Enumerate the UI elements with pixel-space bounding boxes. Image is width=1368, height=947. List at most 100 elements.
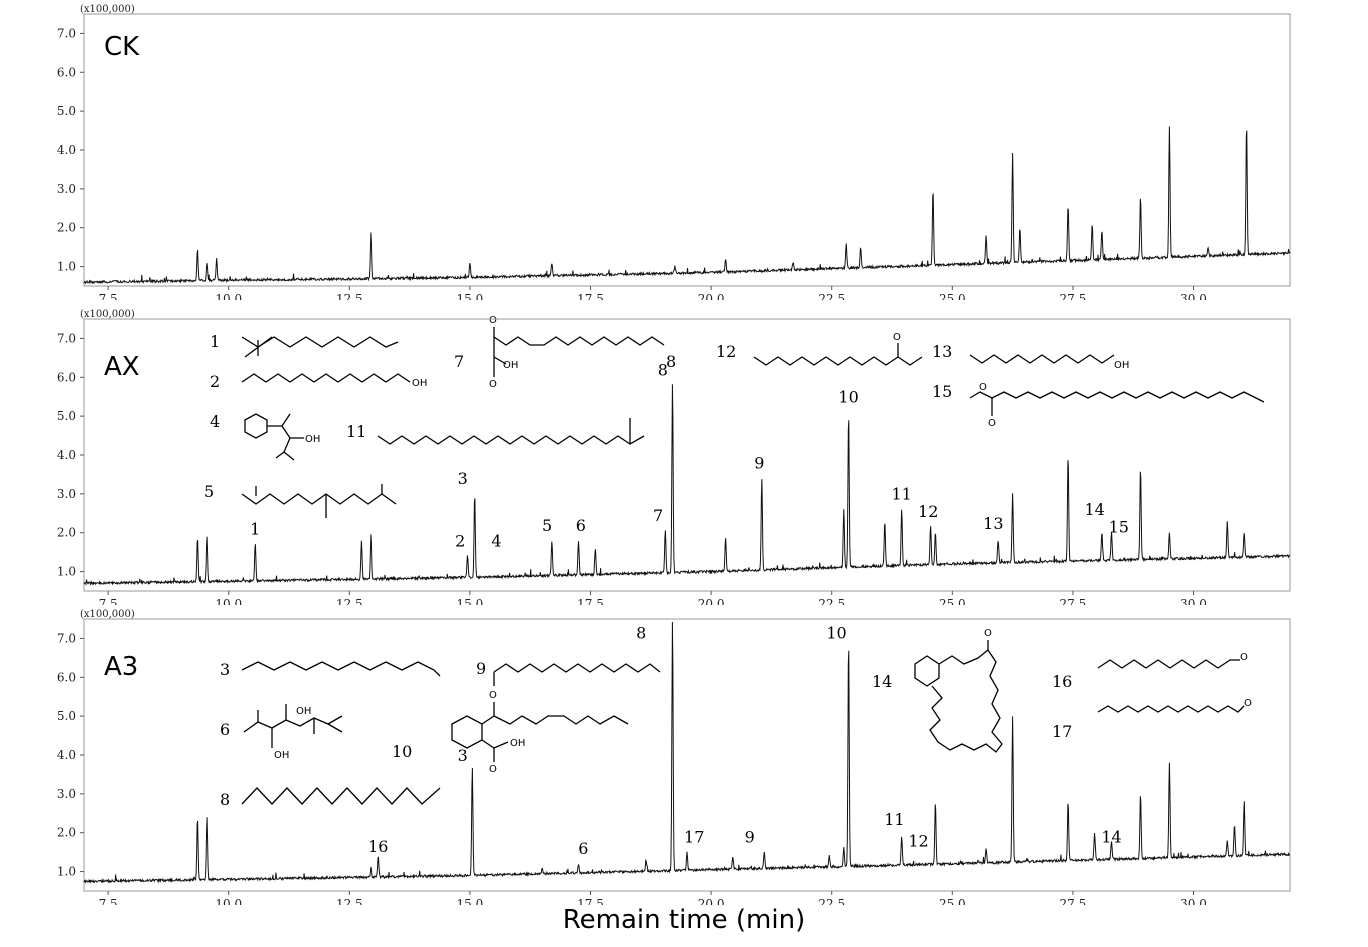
structure-9 xyxy=(493,663,661,686)
x-tick-label: 15.0 xyxy=(457,897,484,905)
hydroxyl-label: OH xyxy=(296,706,311,717)
x-tick-label: 15.0 xyxy=(457,597,484,605)
structure-number: 6 xyxy=(220,720,230,739)
structure-6: OH OH xyxy=(243,704,343,761)
peak-label: 1 xyxy=(250,520,260,539)
structure-number: 15 xyxy=(932,382,952,401)
structure-number: 4 xyxy=(210,412,220,431)
structure-7: O OH O xyxy=(489,315,665,390)
y-tick-label: 4.0 xyxy=(57,143,76,157)
y-tick-label: 2.0 xyxy=(57,221,76,235)
panel-a3-plot: OH OH O OH O xyxy=(57,609,1291,905)
x-tick-label: 27.5 xyxy=(1060,292,1087,300)
peak-label: 11 xyxy=(884,810,904,829)
panel-a3: OH OH O OH O xyxy=(0,605,1368,905)
x-tick-label: 10.0 xyxy=(215,292,242,300)
structure-number: 8 xyxy=(666,352,676,371)
y-tick-label: 1.0 xyxy=(57,865,76,879)
x-tick-label: 12.5 xyxy=(336,897,363,905)
panel-ck: (x100,000) 1.0 2.0 3.0 4.0 5.0 6.0 7.0 7.5 10.0 12… xyxy=(0,0,1368,300)
structure-number: 16 xyxy=(1052,672,1072,691)
chromatogram-trace xyxy=(83,621,1290,884)
x-tick-label: 22.5 xyxy=(818,292,845,300)
peak-label: 8 xyxy=(658,360,668,379)
y-tick-label: 4.0 xyxy=(57,748,76,762)
structure-number: 2 xyxy=(210,372,220,391)
y-tick-label: 5.0 xyxy=(57,709,76,723)
panel-label: AX xyxy=(104,352,140,382)
y-tick-label: 6.0 xyxy=(57,370,76,384)
hydroxyl-label: OH xyxy=(305,434,320,445)
peak-label: 3 xyxy=(458,469,468,488)
oxygen-label: O xyxy=(1240,652,1248,663)
x-tick-label: 20.0 xyxy=(698,897,725,905)
oxygen-label: O xyxy=(1244,698,1252,709)
y-tick-label: 6.0 xyxy=(57,670,76,684)
structure-number: 8 xyxy=(220,790,230,809)
x-tick-label: 20.0 xyxy=(698,292,725,300)
structure-number: 14 xyxy=(872,672,892,691)
structure-16: O xyxy=(1097,652,1248,669)
y-tick-label: 2.0 xyxy=(57,526,76,540)
plot-frame xyxy=(83,13,1291,287)
y-tick-label: 7.0 xyxy=(57,631,76,645)
x-tick-label: 30.0 xyxy=(1180,897,1207,905)
hydroxyl-label: OH xyxy=(1114,360,1129,371)
structure-17: O xyxy=(1097,698,1252,713)
x-tick-label: 30.0 xyxy=(1180,292,1207,300)
x-tick-label: 7.5 xyxy=(99,292,118,300)
y-scale-note: (x100,000) xyxy=(80,309,135,320)
oxygen-label: O xyxy=(489,690,497,701)
structure-number: 9 xyxy=(476,659,486,678)
peak-label: 10 xyxy=(838,388,858,407)
structure-number: 11 xyxy=(346,422,366,441)
plot-frame xyxy=(83,618,1291,892)
peak-label: 8 xyxy=(636,623,646,642)
y-tick-label: 6.0 xyxy=(57,65,76,79)
peak-label: 13 xyxy=(983,514,1003,533)
plot-frame xyxy=(83,318,1291,592)
peak-label: 6 xyxy=(578,839,588,858)
x-tick-label: 25.0 xyxy=(939,897,966,905)
x-tick-label: 7.5 xyxy=(99,897,118,905)
peak-label: 3 xyxy=(458,746,468,765)
x-tick-label: 22.5 xyxy=(818,597,845,605)
structure-10: O OH O xyxy=(451,690,629,775)
hydroxyl-label: OH xyxy=(510,738,525,749)
structure-5 xyxy=(241,484,397,518)
oxygen-label: O xyxy=(893,332,901,343)
peak-label: 16 xyxy=(368,837,388,856)
panel-label: CK xyxy=(104,32,140,62)
panel-ax: OH OH O xyxy=(0,305,1368,605)
x-tick-label: 17.5 xyxy=(577,292,604,300)
peak-label: 4 xyxy=(491,531,501,550)
x-tick-label: 25.0 xyxy=(939,597,966,605)
peak-label: 2 xyxy=(455,531,465,550)
structure-14: O xyxy=(914,628,1003,753)
structure-number: 7 xyxy=(454,352,464,371)
y-tick-label: 7.0 xyxy=(57,331,76,345)
structure-11 xyxy=(377,418,645,445)
oxygen-label: O xyxy=(489,764,497,775)
y-tick-label: 3.0 xyxy=(57,787,76,801)
x-tick-label: 17.5 xyxy=(577,897,604,905)
structure-2: OH xyxy=(241,373,427,389)
structure-number: 17 xyxy=(1052,722,1072,741)
peak-label: 12 xyxy=(918,502,938,521)
oxygen-label: O xyxy=(489,315,497,326)
oxygen-label: O xyxy=(984,628,992,639)
peak-label: 9 xyxy=(745,827,755,846)
peak-label: 17 xyxy=(684,827,704,846)
peak-label: 6 xyxy=(576,516,586,535)
x-tick-label: 27.5 xyxy=(1060,597,1087,605)
oxygen-label: O xyxy=(489,379,497,390)
structure-number: 10 xyxy=(392,742,412,761)
y-tick-label: 1.0 xyxy=(57,260,76,274)
panel-ax-plot: OH OH O xyxy=(57,309,1291,605)
chromatogram-trace xyxy=(83,384,1291,586)
x-tick-label: 7.5 xyxy=(99,597,118,605)
oxygen-label: O xyxy=(988,418,996,429)
peak-label: 11 xyxy=(891,485,911,504)
x-tick-label: 10.0 xyxy=(215,897,242,905)
